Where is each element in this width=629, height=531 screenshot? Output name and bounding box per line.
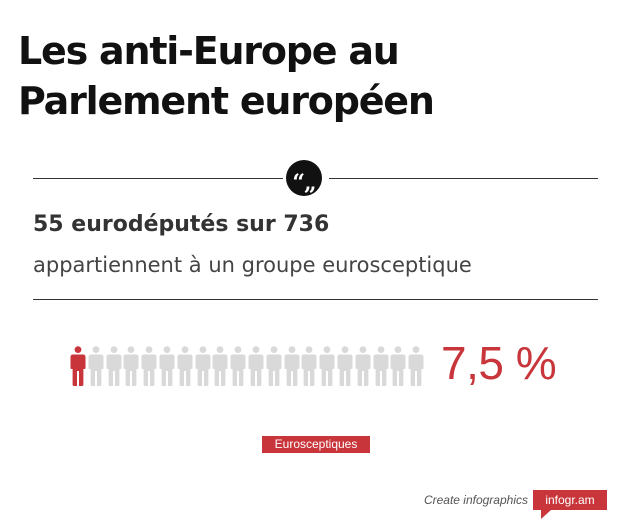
person-icon	[355, 346, 371, 386]
quote-icon: “„	[286, 160, 322, 196]
create-infographics-link[interactable]: Create infographics	[423, 493, 528, 507]
person-icon-highlighted	[70, 346, 86, 386]
percentage-value: 7,5 %	[441, 337, 557, 389]
separator-line-right	[329, 178, 598, 179]
quote-separator: “„	[33, 160, 598, 196]
person-icon	[141, 346, 157, 386]
infogram-logo-tail	[541, 510, 551, 519]
stat-caption: appartiennent à un groupe eurosceptique	[33, 253, 472, 277]
person-icon	[88, 346, 104, 386]
person-icon	[230, 346, 246, 386]
page-title: Les anti-Europe au Parlement européen	[18, 26, 618, 126]
person-icon	[159, 346, 175, 386]
person-icon	[266, 346, 282, 386]
separator-line-left	[33, 178, 283, 179]
person-icon	[248, 346, 264, 386]
person-icon	[301, 346, 317, 386]
stat-headline: 55 eurodéputés sur 736	[33, 212, 330, 237]
person-icon	[319, 346, 335, 386]
divider-line	[33, 299, 598, 300]
person-icon	[106, 346, 122, 386]
infogram-logo[interactable]: infogr.am	[533, 490, 607, 510]
person-icon	[390, 346, 406, 386]
person-pictogram	[70, 346, 430, 386]
person-icon	[195, 346, 211, 386]
person-icon	[212, 346, 228, 386]
person-icon	[123, 346, 139, 386]
person-icon	[373, 346, 389, 386]
title-line-2: Parlement européen	[18, 79, 435, 123]
person-icon	[408, 346, 424, 386]
person-icon	[177, 346, 193, 386]
title-line-1: Les anti-Europe au	[18, 29, 400, 73]
person-icon	[284, 346, 300, 386]
person-icon	[337, 346, 353, 386]
legend-eurosceptiques: Eurosceptiques	[262, 436, 370, 453]
